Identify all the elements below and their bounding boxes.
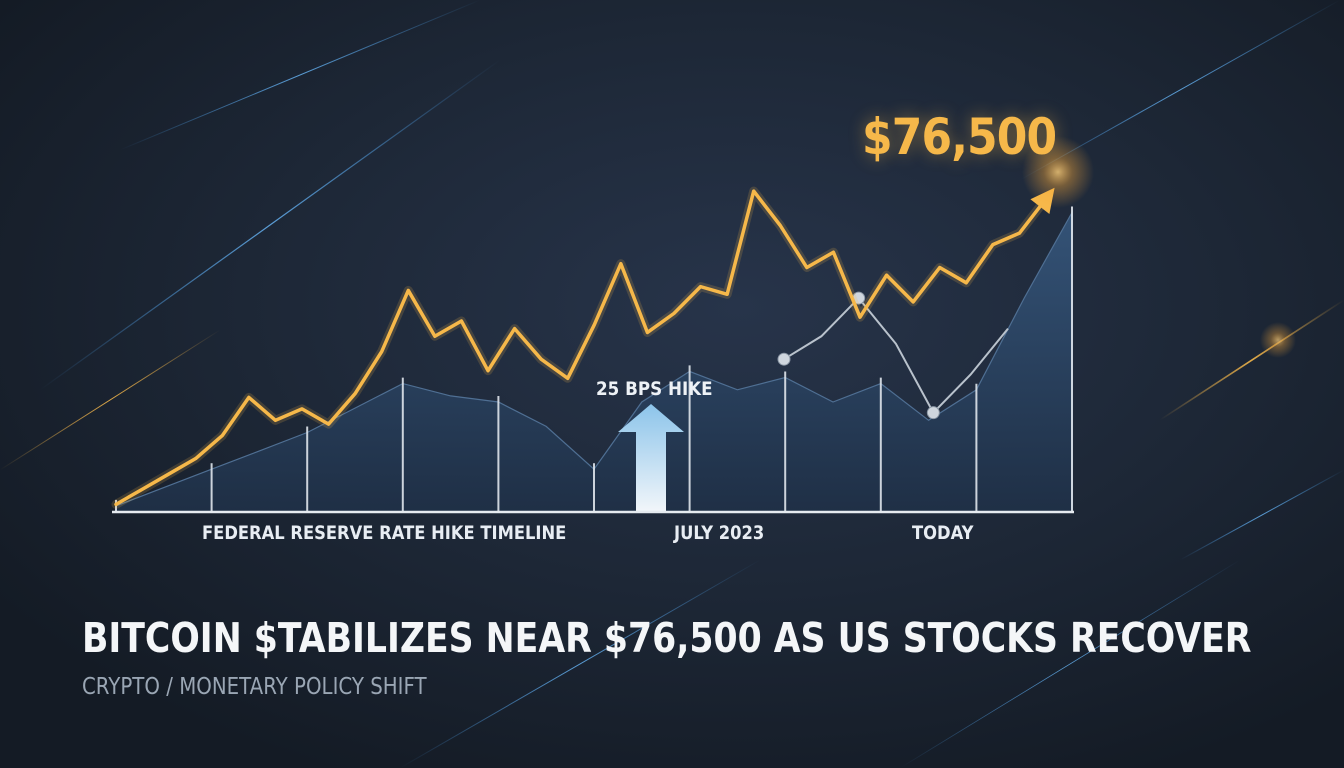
secondary-point [777,352,791,366]
secondary-series [777,291,1009,420]
streak [1179,469,1344,561]
price-line [114,189,1048,507]
headline: BITCOIN $TABILIZES NEAR $76,500 AS US ST… [82,614,1252,662]
streak [39,59,501,391]
hike-annotation: 25 BPS HIKE [596,378,713,400]
streak [899,559,1241,768]
x-label-timeline: FEDERAL RESERVE RATE HIKE TIMELINE [202,522,567,544]
streak [399,559,761,768]
subheadline: CRYPTO / MONETARY POLICY SHIFT [82,674,427,700]
secondary-line [783,296,1009,415]
area-series [115,210,1073,513]
x-label-today: TODAY [912,522,974,544]
price-callout: $76,500 [862,108,1057,166]
flare [1260,322,1296,358]
timeline-markers [115,206,1073,512]
up-arrow-icon [618,404,684,512]
area-fill [115,210,1073,513]
x-label-july-2023: JULY 2023 [674,522,765,544]
price-flare [1022,136,1094,208]
streak [119,0,481,151]
streak [0,329,221,471]
secondary-point [926,406,940,420]
streak [1159,299,1344,421]
